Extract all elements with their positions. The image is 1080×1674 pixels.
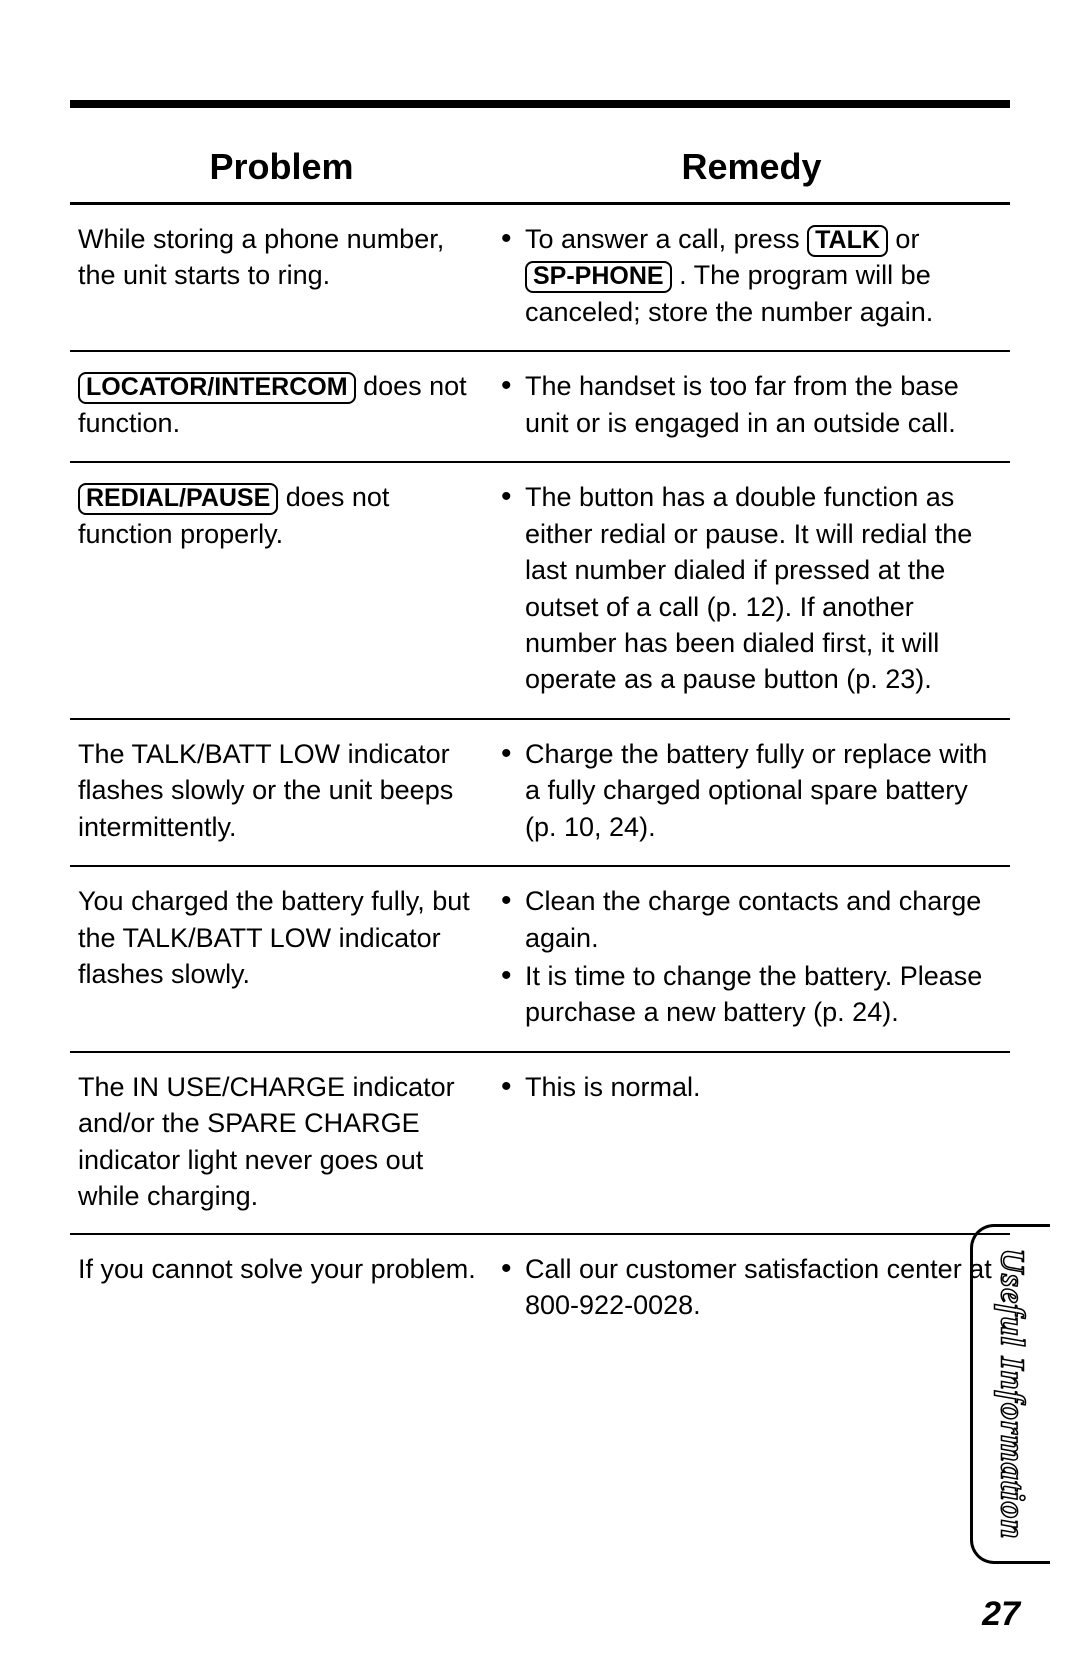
key-label: TALK [807,225,888,257]
key-label: REDIAL/PAUSE [78,483,278,515]
problem-cell: If you cannot solve your problem. [70,1234,493,1344]
side-tab: Useful Information [970,1224,1050,1564]
remedy-item: Clean the charge contacts and charge aga… [501,883,1002,956]
remedy-list: This is normal. [501,1069,1002,1105]
table-body: While storing a phone number, the unit s… [70,204,1010,1344]
remedy-item: It is time to change the battery. Please… [501,958,1002,1031]
remedy-list: Call our customer satisfaction center at… [501,1251,1002,1324]
remedy-cell: Clean the charge contacts and charge aga… [493,866,1010,1052]
key-label: SP-PHONE [525,261,672,293]
remedy-item: To answer a call, press TALK or SP-PHONE… [501,221,1002,330]
problem-cell: LOCATOR/INTERCOM does not function. [70,351,493,462]
side-tab-label: Useful Information [993,1249,1031,1540]
troubleshoot-table: Problem Remedy While storing a phone num… [70,138,1010,1344]
table-row: The TALK/BATT LOW indicator flashes slow… [70,719,1010,866]
problem-cell: REDIAL/PAUSE does not function properly. [70,462,493,719]
remedy-item: This is normal. [501,1069,1002,1105]
remedy-list: Clean the charge contacts and charge aga… [501,883,1002,1031]
remedy-cell: This is normal. [493,1052,1010,1234]
table-row: You charged the battery fully, but the T… [70,866,1010,1052]
page-number: 27 [982,1595,1020,1634]
remedy-item: Charge the battery fully or replace with… [501,736,1002,845]
key-label: LOCATOR/INTERCOM [78,372,356,404]
remedy-list: The handset is too far from the base uni… [501,368,1002,441]
remedy-item: The handset is too far from the base uni… [501,368,1002,441]
table-row: LOCATOR/INTERCOM does not function.The h… [70,351,1010,462]
remedy-item: Call our customer satisfaction center at… [501,1251,1002,1324]
remedy-cell: Charge the battery fully or replace with… [493,719,1010,866]
table-row: The IN USE/CHARGE indicator and/or the S… [70,1052,1010,1234]
remedy-cell: To answer a call, press TALK or SP-PHONE… [493,204,1010,352]
col-header-problem: Problem [70,138,493,204]
top-rule [70,100,1010,108]
remedy-list: The button has a double function as eith… [501,479,1002,698]
table-row: While storing a phone number, the unit s… [70,204,1010,352]
problem-cell: The TALK/BATT LOW indicator flashes slow… [70,719,493,866]
remedy-cell: The button has a double function as eith… [493,462,1010,719]
table-row: REDIAL/PAUSE does not function properly.… [70,462,1010,719]
remedy-cell: The handset is too far from the base uni… [493,351,1010,462]
col-header-remedy: Remedy [493,138,1010,204]
remedy-list: Charge the battery fully or replace with… [501,736,1002,845]
problem-cell: You charged the battery fully, but the T… [70,866,493,1052]
problem-cell: The IN USE/CHARGE indicator and/or the S… [70,1052,493,1234]
remedy-item: The button has a double function as eith… [501,479,1002,698]
remedy-list: To answer a call, press TALK or SP-PHONE… [501,221,1002,330]
table-row: If you cannot solve your problem.Call ou… [70,1234,1010,1344]
remedy-cell: Call our customer satisfaction center at… [493,1234,1010,1344]
problem-cell: While storing a phone number, the unit s… [70,204,493,352]
